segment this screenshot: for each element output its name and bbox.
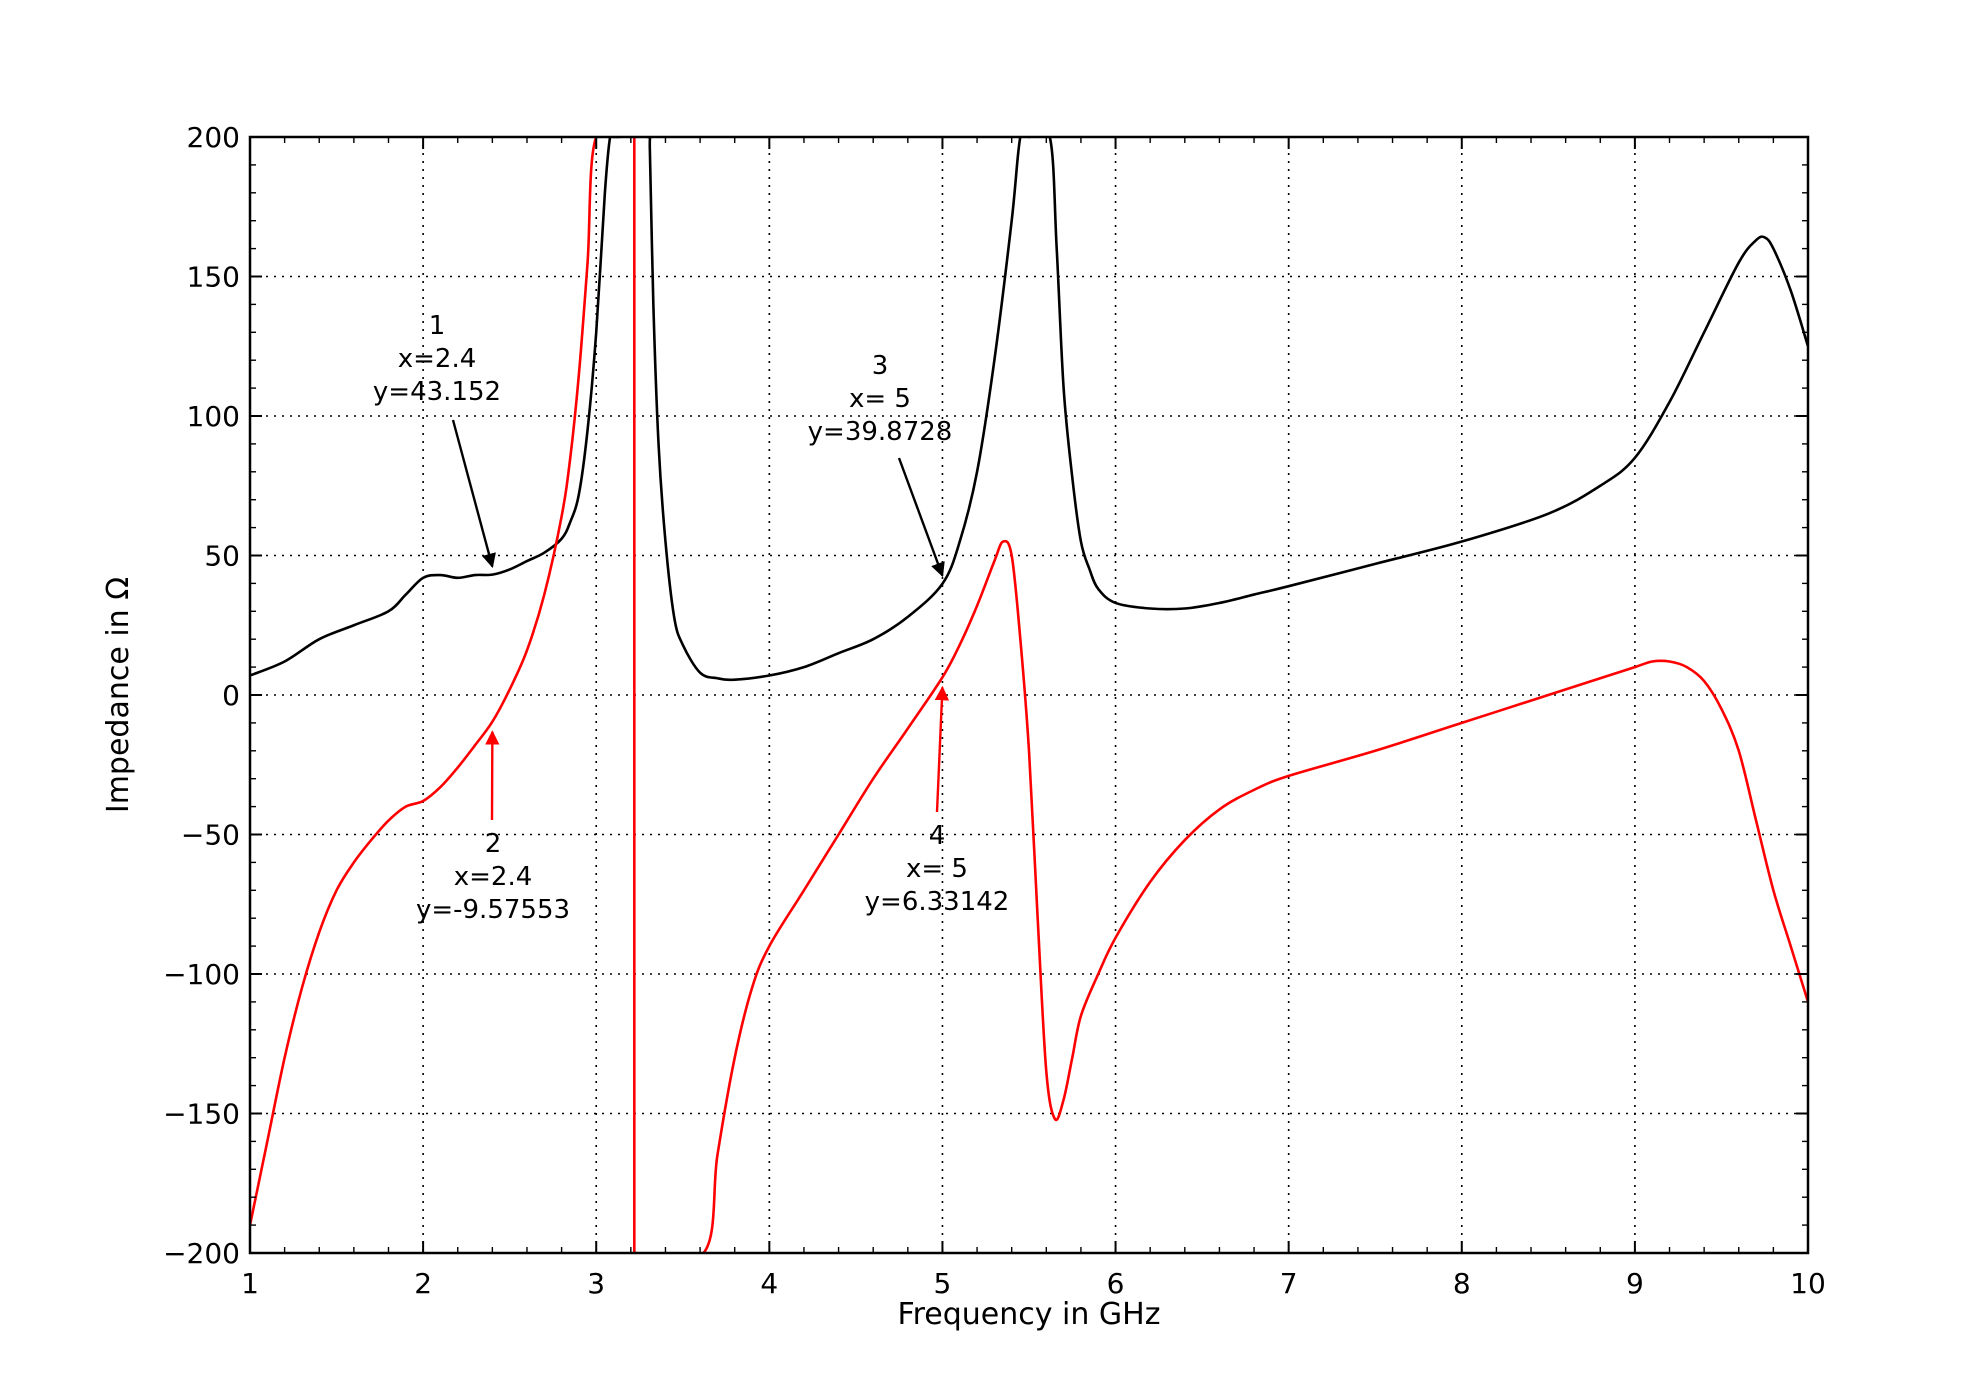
y-tick-label: 200 — [187, 121, 240, 154]
x-axis-label: Frequency in GHz — [898, 1297, 1161, 1332]
y-tick-label: 100 — [187, 400, 240, 433]
x-tick-label: 6 — [1107, 1267, 1125, 1300]
annotation-3-line-1: 3 — [872, 351, 889, 381]
annotation-4-line-1: 4 — [929, 821, 946, 851]
y-axis-label: Impedance in Ω — [101, 577, 136, 813]
y-tick-label: −100 — [163, 958, 240, 991]
y-tick-label: −150 — [163, 1098, 240, 1131]
series-2-line — [250, 137, 1808, 1253]
annotation-1-arrow — [451, 419, 496, 568]
annotation-2-line-1: 2 — [485, 829, 502, 859]
annotation-2-line-2: x=2.4 — [454, 862, 533, 892]
x-tick-label: 10 — [1790, 1267, 1826, 1300]
y-tick-label: 0 — [222, 679, 240, 712]
annotation-4-line-3: y=6.33142 — [865, 887, 1010, 917]
annotation-4-line-2: x= 5 — [906, 854, 968, 884]
x-tick-label: 5 — [934, 1267, 952, 1300]
annotation-4: 4x= 5y=6.33142 — [865, 685, 1010, 917]
x-tick-label: 1 — [241, 1267, 259, 1300]
y-tick-label: 50 — [204, 540, 240, 573]
x-tick-label: 9 — [1626, 1267, 1644, 1300]
y-tick-label: 150 — [187, 261, 240, 294]
x-tick-label: 8 — [1453, 1267, 1471, 1300]
x-tick-label: 3 — [587, 1267, 605, 1300]
annotation-2-line-3: y=-9.57553 — [416, 895, 570, 925]
annotation-1: 1x=2.4y=43.152 — [373, 311, 501, 568]
y-tick-label: −50 — [181, 819, 240, 852]
annotation-2: 2x=2.4y=-9.57553 — [416, 730, 570, 925]
series-1-line — [250, 137, 1808, 682]
x-tick-label: 2 — [414, 1267, 432, 1300]
annotation-1-line-2: x=2.4 — [398, 344, 477, 374]
tick-layer: 1 2 3 4 5 6 7 8 9 10 −200 −150 −100 −50 0 50 100 150 200 — [163, 121, 1826, 1300]
annotation-3: 3x= 5y=39.8728 — [808, 351, 953, 578]
annotation-1-line-3: y=43.152 — [373, 377, 501, 407]
series-layer — [250, 137, 1808, 1253]
annotation-3-line-2: x= 5 — [849, 384, 911, 414]
annotation-1-line-1: 1 — [429, 311, 446, 341]
annotation-3-line-3: y=39.8728 — [808, 417, 953, 447]
x-tick-label: 7 — [1280, 1267, 1298, 1300]
annotation-3-arrow — [897, 457, 945, 578]
x-tick-label: 4 — [760, 1267, 778, 1300]
annotation-4-arrow — [934, 685, 950, 813]
y-tick-label: −200 — [163, 1237, 240, 1270]
